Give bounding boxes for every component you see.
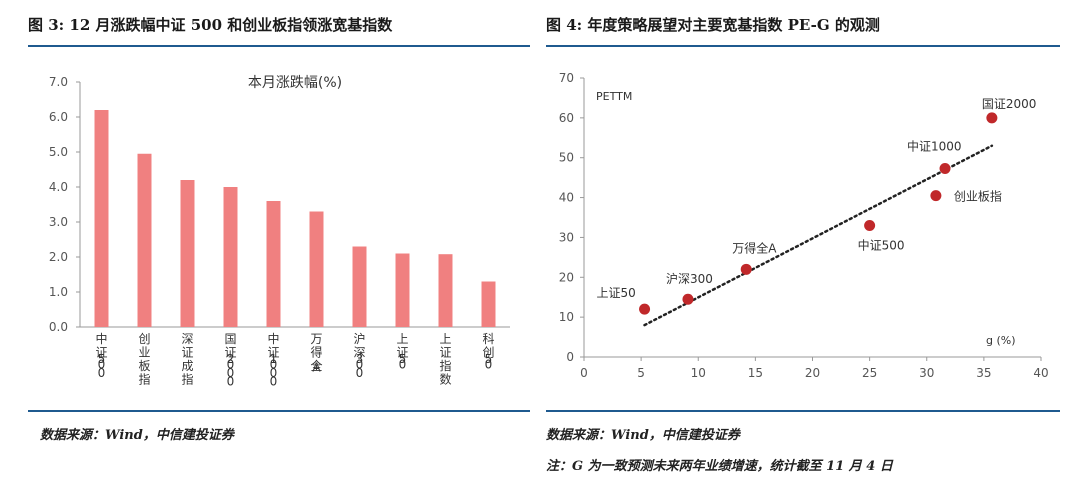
bar-y-tick-label: 3.0 [49, 215, 68, 229]
scatter-point-label: 沪深300 [666, 272, 713, 286]
bar-category-label: 上证50 [396, 332, 408, 372]
scatter-y-tick-label: 10 [559, 310, 574, 324]
bar-国证2000 [223, 187, 238, 327]
left-source-rule [28, 410, 530, 412]
bar-沪深300 [352, 246, 367, 327]
bar-万得全A [309, 211, 324, 327]
scatter-trendline [643, 144, 994, 327]
scatter-point-label: 创业板指 [954, 189, 1002, 204]
scatter-chart: 0 10 20 30 40 50 60 70 0 5 10 15 20 25 30 35 40 PETTM g (%… [559, 71, 1049, 380]
scatter-point-label: 国证2000 [982, 97, 1037, 111]
scatter-x-tick-label: 10 [691, 366, 706, 380]
scatter-x-tick-label: 0 [580, 366, 588, 380]
scatter-point-label: 中证1000 [907, 138, 962, 153]
scatter-point-中证500 [864, 219, 876, 231]
bar-中证500 [94, 110, 109, 327]
scatter-y-tick-label: 60 [559, 111, 574, 125]
scatter-x-tick-label: 20 [805, 366, 820, 380]
bar-深证成指 [180, 180, 195, 327]
bar-y-tick-label: 2.0 [49, 250, 68, 264]
scatter-point-万得全A [740, 263, 752, 275]
scatter-x-tick-label: 25 [862, 366, 877, 380]
scatter-x-axis-label: g (%) [986, 334, 1016, 347]
scatter-point-中证1000 [939, 162, 951, 174]
bar-chart: 本月涨跌幅(%) 0.0 1.0 2.0 3.0 4.0 5.0 6.0 7.0 中证50 0 创业板… [49, 75, 510, 389]
right-title-rule [546, 45, 1060, 47]
bar-y-tick-label: 1.0 [49, 285, 68, 299]
scatter-point-国证2000 [986, 112, 998, 124]
left-title-rule [28, 45, 530, 47]
bar-y-tick-label: 0.0 [49, 320, 68, 334]
bar-category-label: 科创50 [482, 332, 494, 372]
bar-创业板指 [137, 153, 152, 327]
bar-category-label: 创业板指 [138, 332, 150, 387]
bar-category-label: 国证20 0 0 [224, 332, 236, 389]
scatter-x-tick-label: 30 [919, 366, 934, 380]
scatter-x-tick-label: 15 [748, 366, 763, 380]
scatter-y-tick-label: 0 [566, 350, 574, 364]
bar-y-tick-label: 6.0 [49, 110, 68, 124]
bar-category-label: 中证50 0 [95, 331, 107, 380]
bar-y-tick-label: 5.0 [49, 145, 68, 159]
bar-chart-title: 本月涨跌幅(%) [248, 75, 342, 91]
left-source-text: 数据来源：Wind，中信建投证券 [40, 428, 234, 443]
scatter-y-tick-label: 50 [559, 151, 574, 165]
bar-中证1000 [266, 201, 281, 327]
right-figure-title: 图 4: 年度策略展望对主要宽基指数 PE-G 的观测 [546, 16, 880, 34]
scatter-point-沪深300 [682, 293, 694, 305]
scatter-y-tick-label: 70 [559, 71, 574, 85]
scatter-y-tick-label: 40 [559, 191, 574, 205]
bar-科创50 [481, 281, 496, 327]
scatter-point-label: 中证500 [858, 237, 905, 252]
right-note-text: 注：G 为一致预测未来两年业绩增速，统计截至 11 月 4 日 [546, 459, 893, 474]
bar-category-label: 中证10 0 0 [267, 331, 279, 389]
right-source-rule [546, 410, 1060, 412]
bar-y-tick-label: 4.0 [49, 180, 68, 194]
scatter-y-tick-label: 20 [559, 270, 574, 284]
bar-category-label: 深证成指 [181, 332, 193, 387]
scatter-point-label: 上证50 [597, 286, 636, 300]
scatter-x-tick-label: 35 [976, 366, 991, 380]
scatter-y-tick-label: 30 [559, 230, 574, 244]
scatter-point-上证50 [639, 303, 651, 315]
bar-category-label: 沪深30 0 [353, 332, 365, 380]
bar-上证指数 [438, 254, 453, 327]
left-figure-title: 图 3: 12 月涨跌幅中证 500 和创业板指领涨宽基指数 [28, 16, 393, 34]
bar-category-label: 上证指数 [439, 332, 451, 387]
scatter-y-axis-label: PETTM [596, 90, 632, 103]
scatter-x-tick-label: 40 [1033, 366, 1048, 380]
bar-y-tick-label: 7.0 [49, 75, 68, 89]
scatter-x-tick-label: 5 [637, 366, 645, 380]
scatter-point-label: 万得全A [732, 240, 777, 255]
bar-category-label: 万得全A [310, 332, 322, 375]
scatter-point-创业板指 [930, 190, 942, 202]
bar-上证50 [395, 253, 410, 327]
right-source-text: 数据来源：Wind，中信建投证券 [546, 428, 740, 443]
